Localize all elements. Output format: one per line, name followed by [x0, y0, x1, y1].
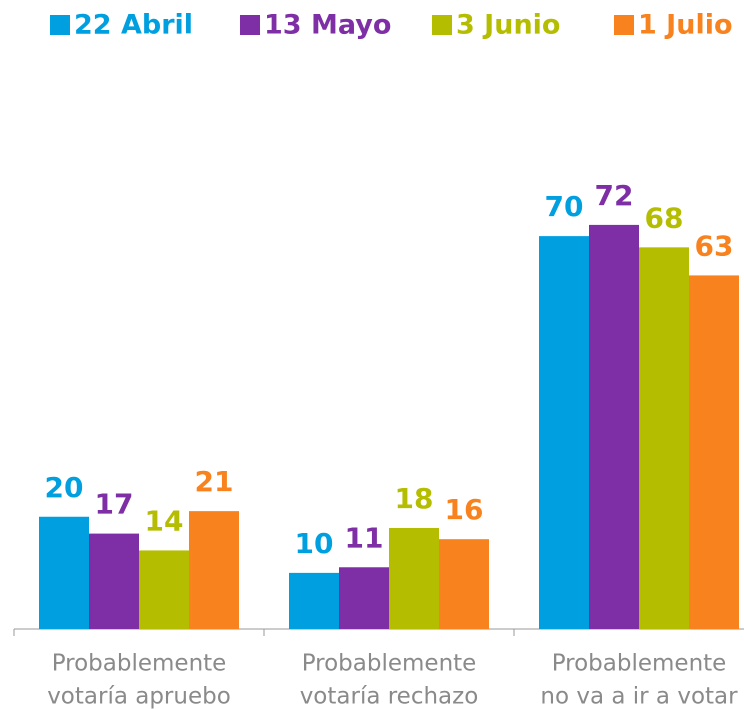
bar	[189, 511, 239, 629]
data-label: 16	[445, 493, 484, 526]
bar	[89, 533, 139, 629]
data-label: 17	[95, 488, 134, 521]
data-label: 68	[645, 201, 684, 234]
legend-label: 13 Mayo	[264, 10, 391, 41]
x-tick-label: votaría apruebo	[47, 684, 231, 709]
bar	[639, 247, 689, 629]
bar	[39, 516, 89, 629]
data-label: 14	[145, 504, 184, 537]
bar	[689, 275, 739, 629]
legend-label: 3 Junio	[456, 10, 560, 41]
legend-swatch	[50, 15, 70, 35]
bar	[389, 527, 439, 629]
legend-label: 22 Abril	[74, 10, 193, 41]
data-label: 21	[195, 465, 234, 498]
bar	[289, 572, 339, 629]
bar	[539, 236, 589, 629]
bar	[339, 567, 389, 629]
x-tick-label: no va a ir a votar	[540, 684, 738, 709]
legend-swatch	[432, 15, 452, 35]
x-tick-label: votaría rechazo	[300, 684, 479, 709]
data-label: 18	[395, 482, 434, 515]
bar	[139, 550, 189, 629]
data-label: 20	[45, 471, 84, 504]
data-label: 11	[345, 521, 384, 554]
x-tick-label: Probablemente	[302, 651, 477, 677]
data-label: 70	[545, 190, 584, 223]
x-tick-label: Probablemente	[552, 651, 727, 677]
bar	[439, 539, 489, 629]
legend-swatch	[240, 15, 260, 35]
legend-label: 1 Julio	[638, 10, 733, 41]
data-label: 63	[695, 229, 734, 262]
x-tick-label: Probablemente	[52, 651, 227, 677]
data-label: 72	[595, 179, 634, 212]
data-label: 10	[295, 527, 334, 560]
legend-swatch	[614, 15, 634, 35]
bar	[589, 224, 639, 629]
